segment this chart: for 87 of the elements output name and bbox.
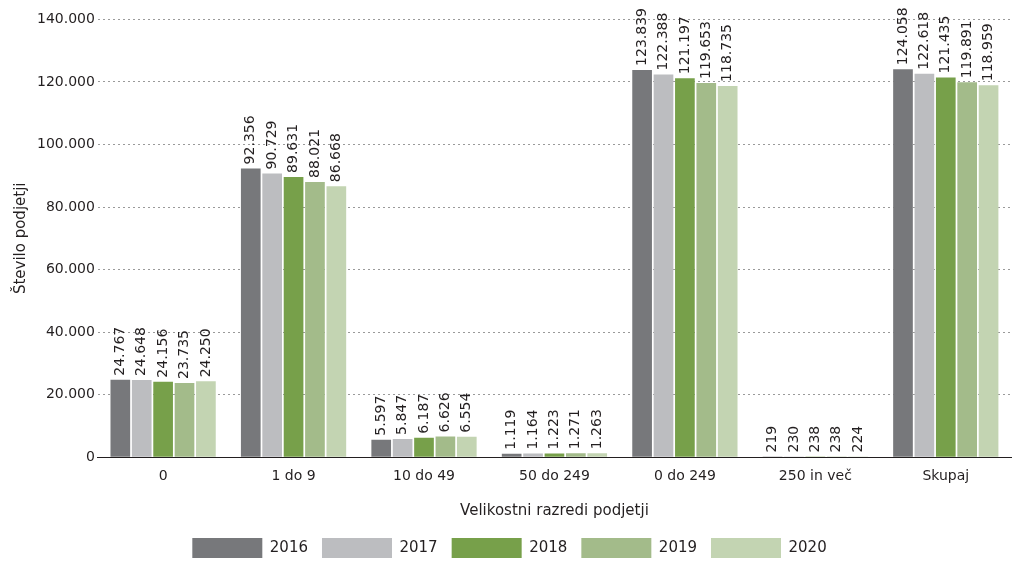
data-label: 1.263 <box>587 409 604 450</box>
data-label: 24.250 <box>196 328 213 378</box>
x-tick-label: 1 do 9 <box>271 467 316 484</box>
data-label: 123.839 <box>632 8 649 66</box>
bar <box>110 379 131 457</box>
bar <box>414 437 434 457</box>
data-label: 230 <box>784 425 801 453</box>
bar <box>978 85 999 457</box>
bar <box>957 82 978 457</box>
bar <box>435 436 456 457</box>
bar <box>914 73 935 457</box>
data-label: 24.648 <box>132 327 149 377</box>
x-axis-title: Velikostni razredi podjetji <box>460 500 649 519</box>
legend-label: 2016 <box>269 537 308 556</box>
data-label: 119.653 <box>696 21 713 80</box>
x-tick-label: 0 do 249 <box>653 467 716 484</box>
data-label: 118.735 <box>718 23 735 82</box>
x-tick-label: 50 do 249 <box>519 467 590 484</box>
data-label: 24.156 <box>153 328 170 378</box>
y-tick-label: 60.000 <box>45 260 95 277</box>
bar <box>283 176 304 457</box>
bar <box>632 69 652 457</box>
x-tick-label: 250 in več <box>778 467 852 484</box>
data-label: 86.668 <box>326 133 343 183</box>
data-label: 1.271 <box>566 409 583 450</box>
data-label: 121.197 <box>675 16 692 75</box>
data-label: 219 <box>763 425 780 453</box>
data-label: 121.435 <box>936 15 953 74</box>
bar <box>262 173 283 457</box>
data-label: 118.959 <box>979 23 996 82</box>
data-label: 238 <box>827 425 844 453</box>
bar <box>371 439 392 457</box>
data-label: 5.597 <box>371 395 388 436</box>
y-tick-label: 100.000 <box>36 135 95 152</box>
data-label: 92.356 <box>241 115 258 165</box>
y-tick-label: 120.000 <box>36 72 95 89</box>
bar <box>305 181 325 457</box>
data-label: 122.618 <box>915 11 932 70</box>
bar <box>544 453 565 457</box>
bar <box>653 74 674 457</box>
bar <box>523 453 543 457</box>
bar <box>131 380 152 457</box>
bar <box>326 186 347 457</box>
bar <box>696 83 717 457</box>
data-label: 6.626 <box>436 392 453 433</box>
x-tick-label: 0 <box>158 467 168 484</box>
data-label: 238 <box>805 425 822 453</box>
data-label: 90.729 <box>262 120 279 170</box>
y-tick-label: 140.000 <box>36 10 95 27</box>
y-tick-label: 20.000 <box>45 385 95 402</box>
data-label: 224 <box>848 425 865 453</box>
bar <box>935 77 956 457</box>
bar <box>240 168 261 457</box>
data-label: 1.119 <box>502 409 519 450</box>
bar <box>675 78 695 457</box>
data-label: 122.388 <box>654 12 671 71</box>
legend-label: 2018 <box>529 537 568 556</box>
bar <box>587 453 608 457</box>
data-label: 1.223 <box>545 409 562 450</box>
bar <box>392 438 413 457</box>
data-label: 6.187 <box>414 393 431 434</box>
x-tick-label: Skupaj <box>922 467 970 484</box>
y-tick-label: 40.000 <box>45 322 95 339</box>
x-tick-label: 10 do 49 <box>393 467 455 484</box>
legend-label: 2019 <box>658 537 698 556</box>
bar <box>174 382 195 457</box>
bar <box>456 436 477 457</box>
data-label: 6.554 <box>457 392 474 433</box>
y-axis-title: Število podjetji <box>9 182 29 295</box>
y-tick-label: 0 <box>85 447 95 464</box>
bar <box>196 381 216 457</box>
bar <box>717 85 738 457</box>
y-tick-label: 80.000 <box>45 197 95 214</box>
data-label: 124.058 <box>893 7 910 66</box>
bar <box>501 453 522 457</box>
data-label: 88.021 <box>305 128 322 178</box>
data-label: 23.735 <box>175 329 192 379</box>
legend-label: 2017 <box>399 537 438 556</box>
data-label: 119.891 <box>957 20 974 79</box>
data-label: 1.164 <box>523 409 540 450</box>
bar <box>153 381 173 457</box>
bar <box>893 69 913 457</box>
legend-label: 2020 <box>788 537 827 556</box>
bar <box>566 453 586 457</box>
data-label: 89.631 <box>284 123 301 173</box>
data-label: 24.767 <box>110 326 127 376</box>
data-label: 5.847 <box>393 394 410 435</box>
